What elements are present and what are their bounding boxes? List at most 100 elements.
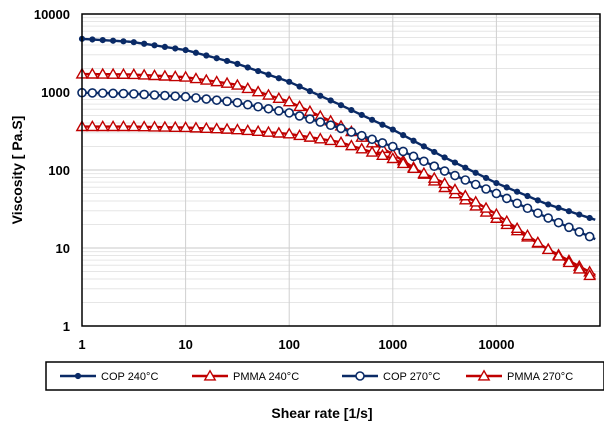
x-tick-label: 10000 xyxy=(478,337,514,352)
x-tick-label: 1000 xyxy=(378,337,407,352)
series-4 xyxy=(75,119,597,281)
data-point xyxy=(586,214,593,222)
data-point xyxy=(512,198,522,209)
data-point xyxy=(172,45,179,52)
data-point xyxy=(118,88,129,99)
data-point xyxy=(315,117,326,127)
data-point xyxy=(368,116,376,123)
data-point xyxy=(493,179,500,187)
legend-item: COP 270°C xyxy=(342,371,440,383)
data-point xyxy=(272,91,286,104)
data-point xyxy=(191,93,201,103)
data-point xyxy=(377,138,388,148)
data-point xyxy=(230,123,244,135)
data-point xyxy=(232,97,243,108)
y-tick-label: 1 xyxy=(63,319,70,334)
data-point xyxy=(201,94,212,104)
data-point xyxy=(441,154,448,161)
y-tick-label: 100 xyxy=(48,163,70,178)
data-point xyxy=(108,88,118,99)
data-point xyxy=(376,148,389,160)
data-point xyxy=(389,126,396,133)
x-tick-label: 10 xyxy=(178,337,192,352)
data-point xyxy=(386,151,400,164)
data-point xyxy=(491,188,502,199)
data-point xyxy=(117,119,130,132)
data-point xyxy=(379,121,386,128)
data-point xyxy=(286,78,293,85)
data-point xyxy=(334,135,348,148)
data-point xyxy=(179,120,193,133)
data-point xyxy=(293,99,306,112)
data-point xyxy=(500,214,514,227)
legend-marker xyxy=(355,371,365,381)
data-point xyxy=(255,67,262,75)
legend-label: PMMA 240°C xyxy=(233,371,299,383)
data-point xyxy=(282,95,296,107)
legend-marker xyxy=(74,372,82,380)
data-point xyxy=(427,171,441,183)
data-point xyxy=(262,88,275,100)
data-point xyxy=(141,40,148,47)
data-point xyxy=(534,197,541,204)
legend-box xyxy=(45,361,604,391)
legend-marker xyxy=(477,369,491,381)
data-point xyxy=(296,83,303,90)
data-point xyxy=(274,106,284,116)
data-point xyxy=(576,211,583,218)
data-point xyxy=(192,49,200,56)
y-axis-title: Viscosity [ Pa.S] xyxy=(9,116,25,225)
data-point xyxy=(161,43,168,50)
data-point xyxy=(158,120,172,132)
data-point xyxy=(336,123,346,134)
legend-label: COP 240°C xyxy=(101,371,158,383)
data-point xyxy=(117,67,130,79)
data-point xyxy=(262,125,275,137)
data-point xyxy=(365,145,379,157)
data-point xyxy=(337,102,345,109)
y-tick-labels: 1 10 100 1000 10000 xyxy=(34,7,70,334)
data-point xyxy=(87,88,98,98)
grid xyxy=(81,14,600,327)
data-point xyxy=(189,72,203,84)
data-point xyxy=(531,235,545,248)
data-point xyxy=(106,119,120,132)
data-point xyxy=(503,184,510,191)
data-point xyxy=(303,130,317,142)
data-point xyxy=(419,156,429,167)
data-point xyxy=(555,204,562,211)
data-point xyxy=(460,175,471,185)
x-axis-title: Shear rate [1/s] xyxy=(271,405,372,421)
data-point xyxy=(168,70,182,82)
data-point xyxy=(396,156,410,169)
data-point xyxy=(210,122,224,134)
data-point xyxy=(346,127,357,137)
data-point xyxy=(522,203,533,214)
data-point xyxy=(398,146,408,157)
data-point xyxy=(572,262,586,274)
data-point xyxy=(344,139,358,151)
y-tick-label: 1000 xyxy=(41,85,70,100)
data-point xyxy=(358,111,365,119)
data-point xyxy=(127,67,141,80)
legend: COP 240°C PMMA 240°C COP 270°C PMMA 270°C xyxy=(60,369,573,383)
data-point xyxy=(439,166,450,176)
data-point xyxy=(234,60,241,67)
data-point xyxy=(584,231,595,242)
data-point xyxy=(562,255,576,268)
data-point xyxy=(294,111,305,121)
data-point xyxy=(387,141,398,152)
data-point xyxy=(481,184,491,194)
data-point xyxy=(89,36,96,43)
data-point xyxy=(244,64,251,71)
data-point xyxy=(182,46,189,54)
y-tick-label: 10000 xyxy=(34,7,70,22)
data-point xyxy=(109,37,117,44)
data-point xyxy=(438,176,452,189)
legend-label: COP 270°C xyxy=(383,371,440,383)
data-point xyxy=(327,97,334,104)
data-point xyxy=(139,89,149,100)
data-point xyxy=(400,132,407,139)
data-point xyxy=(472,169,479,176)
